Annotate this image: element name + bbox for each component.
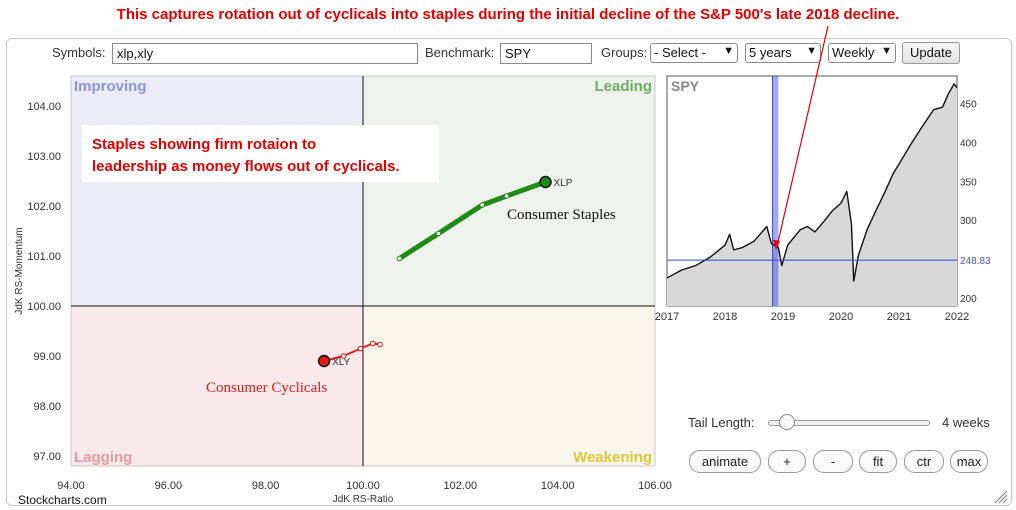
series-point	[503, 193, 510, 199]
symbols-input[interactable]	[112, 43, 418, 64]
quadrant-improving	[71, 76, 363, 306]
series-point	[435, 230, 442, 237]
y-tick-label: 99.00	[33, 351, 61, 363]
label-consumer-staples: Consumer Staples	[507, 207, 616, 223]
series-label-xly: XLY	[332, 357, 350, 368]
quadrant-weakening	[363, 306, 655, 466]
frequency-select[interactable]: Weekly ▼	[828, 43, 896, 63]
y-axis-label: JdK RS-Momentum	[14, 227, 25, 314]
quadrant-label-improving: Improving	[74, 78, 147, 95]
fit-button[interactable]: fit	[859, 450, 897, 473]
spy-y-tick-label: 350	[960, 177, 977, 188]
y-tick-label: 97.00	[33, 451, 61, 463]
x-tick-label: 104.00	[541, 480, 575, 492]
y-tick-label: 101.00	[27, 251, 61, 263]
spy-y-tick-label: 400	[960, 138, 977, 149]
series-head-point-xlp	[539, 175, 552, 189]
animate-button[interactable]: animate	[689, 450, 761, 473]
period-select-value: 5 years	[749, 45, 792, 60]
spy-price-line	[666, 83, 958, 282]
benchmark-label: Benchmark:	[425, 45, 495, 60]
y-tick-label: 98.00	[33, 401, 61, 413]
zoom-out-button[interactable]: -	[813, 450, 853, 473]
toolbar: Symbols: Benchmark: Groups: - Select -▼ …	[6, 38, 1012, 70]
series-point	[357, 345, 364, 352]
spy-x-tick-label: 2020	[829, 311, 853, 323]
y-tick-label: 103.00	[27, 151, 61, 163]
spy-price-chart: SPY 248.83 200 300 350 400 450 2017 2018 2019 2020…	[655, 25, 991, 323]
chevron-down-icon: ▼	[806, 45, 817, 57]
quadrant-lagging	[71, 306, 363, 466]
chevron-down-icon: ▼	[723, 45, 734, 57]
x-tick-label: 96.00	[155, 480, 183, 492]
series-point	[377, 341, 383, 348]
chevron-down-icon: ▼	[881, 45, 892, 57]
quadrant-label-lagging: Lagging	[74, 449, 132, 466]
x-tick-label: 98.00	[252, 480, 280, 492]
update-button[interactable]: Update	[902, 42, 960, 64]
spy-x-tick-label: 2022	[945, 311, 969, 323]
spy-x-tick-label: 2021	[887, 311, 911, 323]
annotation-arrow-head	[773, 239, 781, 250]
groups-select-value: - Select -	[654, 45, 707, 60]
annotation-staples-line2: leadership as money flows out of cyclica…	[92, 158, 400, 175]
annotation-staples-line1: Staples showing firm rotaion to	[92, 136, 316, 153]
zoom-in-button[interactable]: +	[768, 450, 806, 473]
symbols-label: Symbols:	[52, 45, 106, 60]
spy-y-tick-label: 450	[960, 99, 977, 110]
source-credit: Stockcharts.com	[18, 493, 107, 507]
x-tick-label: 100.00	[346, 480, 380, 492]
spy-price-area	[667, 83, 957, 307]
series-point	[340, 353, 347, 359]
series-point	[396, 255, 403, 262]
tail-length-label: Tail Length:	[688, 415, 755, 430]
rrg-chart: Improving Leading Lagging Weakening 94.00 96.…	[14, 75, 672, 505]
quadrant-leading	[363, 76, 655, 306]
x-tick-label: 106.00	[638, 480, 672, 492]
tail-length-value: 4 weeks	[942, 415, 990, 430]
spy-highlight-window	[772, 76, 779, 306]
spy-x-tick-label: 2019	[771, 311, 795, 323]
y-tick-label: 100.00	[27, 301, 61, 313]
tail-length-slider[interactable]	[768, 420, 930, 426]
series-head-point-xly	[317, 354, 331, 368]
spy-chart-title: SPY	[671, 78, 700, 94]
series-label-xlp: XLP	[554, 178, 573, 189]
frequency-select-value: Weekly	[832, 45, 875, 60]
quadrant-label-weakening: Weakening	[573, 449, 652, 466]
y-tick-label: 104.00	[27, 101, 61, 113]
groups-select[interactable]: - Select - ▼	[650, 43, 738, 63]
annotation-arrow-line	[777, 25, 829, 242]
label-consumer-cyclicals: Consumer Cyclicals	[206, 380, 327, 396]
period-select[interactable]: 5 years ▼	[745, 43, 821, 63]
center-button[interactable]: ctr	[904, 450, 944, 473]
x-tick-label: 94.00	[57, 480, 85, 492]
spy-x-tick-label: 2017	[655, 311, 679, 323]
max-button[interactable]: max	[950, 450, 988, 473]
x-tick-label: 102.00	[444, 480, 478, 492]
tail-length-slider-handle[interactable]	[778, 414, 795, 430]
benchmark-input[interactable]	[500, 43, 592, 64]
spy-current-value-label: 248.83	[960, 256, 991, 267]
quadrant-label-leading: Leading	[594, 78, 652, 95]
spy-y-tick-label: 200	[960, 294, 977, 305]
series-point	[369, 340, 376, 347]
resize-grip-icon[interactable]	[992, 488, 1008, 504]
annotation-box	[82, 125, 439, 182]
spy-y-tick-label: 300	[960, 216, 977, 227]
spy-x-tick-label: 2018	[713, 311, 737, 323]
headline-annotation: This captures rotation out of cyclicals …	[116, 6, 900, 23]
groups-label: Groups:	[601, 45, 648, 60]
y-tick-label: 102.00	[27, 201, 61, 213]
x-axis-label: JdK RS-Ratio	[333, 494, 394, 505]
series-point	[479, 202, 486, 208]
